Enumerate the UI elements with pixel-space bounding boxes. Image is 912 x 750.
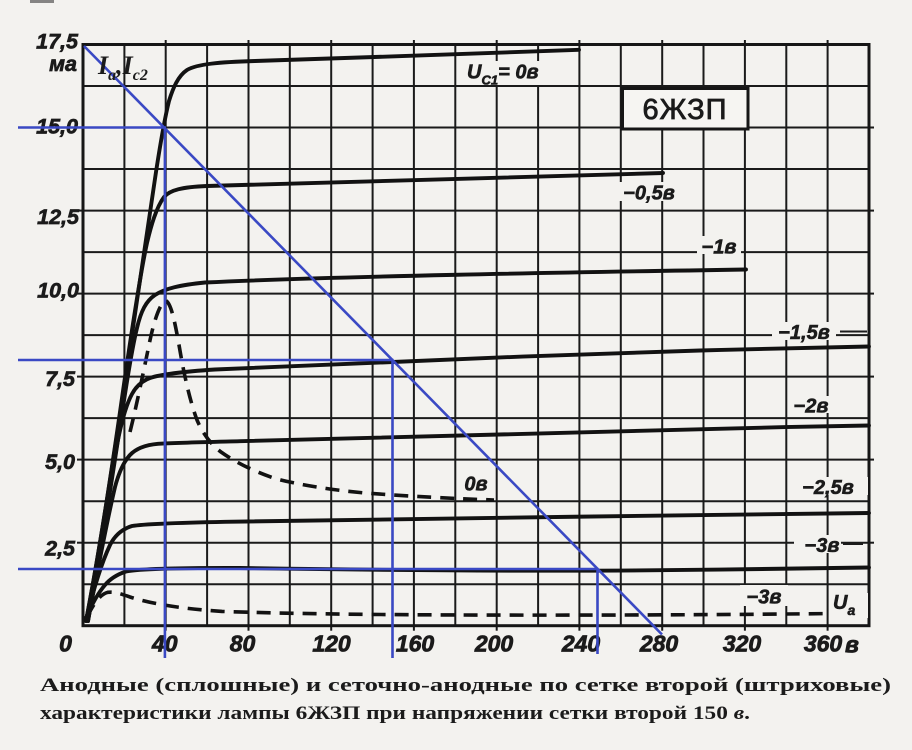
svg-text:6ЖЗП: 6ЖЗП bbox=[643, 94, 728, 126]
svg-text:240: 240 bbox=[561, 631, 601, 657]
svg-text:0: 0 bbox=[59, 631, 72, 657]
svg-text:12,5: 12,5 bbox=[37, 205, 80, 229]
svg-text:80: 80 bbox=[230, 631, 256, 657]
svg-text:2,5: 2,5 bbox=[44, 537, 76, 561]
svg-text:5,0: 5,0 bbox=[45, 450, 75, 474]
svg-text:характеристики лампы 6ЖЗП при: характеристики лампы 6ЖЗП при напряжении… bbox=[40, 704, 750, 724]
svg-text:−1,5в: −1,5в bbox=[778, 322, 830, 344]
svg-text:0в: 0в bbox=[464, 474, 487, 496]
svg-text:200: 200 bbox=[474, 631, 514, 657]
svg-text:360: 360 bbox=[804, 631, 843, 657]
svg-text:−2в: −2в bbox=[794, 396, 829, 418]
svg-text:Анодные (сплошные) и сеточно-а: Анодные (сплошные) и сеточно-анодные по … bbox=[40, 676, 891, 696]
svg-text:280: 280 bbox=[639, 631, 679, 657]
svg-text:17,5: 17,5 bbox=[36, 30, 79, 54]
svg-text:160: 160 bbox=[396, 631, 435, 657]
svg-text:7,5: 7,5 bbox=[45, 367, 76, 391]
svg-text:320: 320 bbox=[723, 631, 762, 657]
svg-text:−1в: −1в bbox=[702, 237, 737, 259]
svg-text:−3в: −3в bbox=[747, 587, 782, 609]
svg-text:120: 120 bbox=[312, 631, 351, 657]
svg-text:10,0: 10,0 bbox=[37, 279, 79, 303]
svg-text:в: в bbox=[845, 632, 859, 658]
svg-text:−2,5в: −2,5в bbox=[802, 477, 854, 499]
svg-text:ма: ма bbox=[49, 52, 77, 76]
svg-text:UC1= 0в: UC1= 0в bbox=[467, 62, 539, 88]
svg-text:−0,5в: −0,5в bbox=[623, 183, 675, 205]
svg-text:−3в: −3в bbox=[805, 535, 840, 557]
